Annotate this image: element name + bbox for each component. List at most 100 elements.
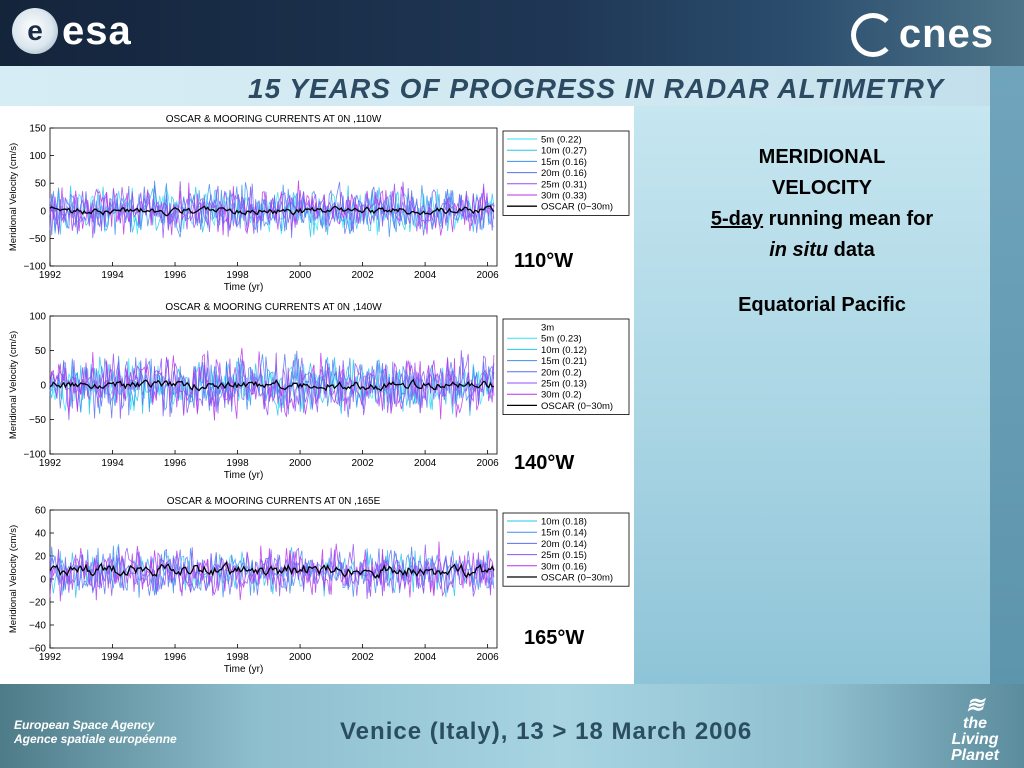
chart-3-ytick-label: 0 xyxy=(40,575,46,586)
chart-1-series-line xyxy=(49,205,495,217)
chart-3-series-line xyxy=(49,545,495,598)
chart-2-ytick-label: −100 xyxy=(23,450,46,461)
chart-1-legend-label: 15m (0.16) xyxy=(541,157,587,168)
chart-2-series-line xyxy=(49,378,494,392)
chart-3-xlabel: Time (yr) xyxy=(224,664,264,675)
chart-3-legend-label: 30m (0.16) xyxy=(541,561,587,572)
venue-text: Venice (Italy), 13 > 18 March 2006 xyxy=(340,718,753,745)
chart-1-ytick-label: −100 xyxy=(23,262,46,273)
chart-2-ylabel: Meridional Velocity (cm/s) xyxy=(8,331,19,439)
chart-3-legend-label: 25m (0.15) xyxy=(541,550,587,561)
chart-3-xtick-label: 1994 xyxy=(101,652,124,663)
chart-2-ytick-label: −50 xyxy=(29,415,46,426)
chart-2-legend-label: 5m (0.23) xyxy=(541,334,582,345)
chart-2-xtick-label: 2006 xyxy=(476,458,499,469)
chart-1-series-line xyxy=(49,180,495,236)
header-bar: e esa cnes xyxy=(0,0,1024,66)
conference-banner: 15 YEARS OF PROGRESS IN RADAR ALTIMETRY xyxy=(248,73,945,104)
living-planet-line-2: Living Planet xyxy=(950,731,999,764)
chart-2-xtick-label: 2004 xyxy=(414,458,437,469)
chart-1-ytick-label: 100 xyxy=(29,151,46,162)
cnes-mark-icon xyxy=(850,12,895,57)
chart-2-ytick-label: 50 xyxy=(35,346,47,357)
chart-3-legend-label: 20m (0.14) xyxy=(541,539,587,550)
description-line-4: in situ data xyxy=(684,235,960,266)
chart-3-xtick-label: 1992 xyxy=(39,652,62,663)
chart-1-xtick-label: 1994 xyxy=(101,270,124,281)
chart-3-xtick-label: 1996 xyxy=(164,652,187,663)
living-planet-line-1: the xyxy=(963,715,987,732)
chart-3-ytick-label: 20 xyxy=(35,552,47,563)
chart-1-title: OSCAR & MOORING CURRENTS AT 0N ,110W xyxy=(166,114,382,125)
chart-1-legend-label: 25m (0.31) xyxy=(541,179,587,190)
chart-1-legend-label: OSCAR (0−30m) xyxy=(541,202,613,213)
chart-2-xtick-label: 2002 xyxy=(351,458,374,469)
chart-1-legend-label: 30m (0.33) xyxy=(541,191,587,202)
chart-2-legend-label: OSCAR (0−30m) xyxy=(541,401,613,412)
description-data: data xyxy=(828,239,875,261)
footer-bar xyxy=(0,684,1024,768)
chart-1-xtick-label: 1996 xyxy=(164,270,187,281)
chart-3-label: 165°W xyxy=(524,627,585,649)
chart-3-ytick-label: −40 xyxy=(29,621,46,632)
chart-2-xtick-label: 1992 xyxy=(39,458,62,469)
living-planet-icon: ≋ xyxy=(965,692,985,717)
chart-2-title: OSCAR & MOORING CURRENTS AT 0N ,140W xyxy=(165,302,382,313)
chart-3-series-line xyxy=(49,560,495,579)
esa-logo: e esa xyxy=(12,8,132,54)
chart-3-ytick-label: 40 xyxy=(35,529,47,540)
chart-3-ytick-label: −60 xyxy=(29,644,46,655)
description-running-mean: running mean for xyxy=(763,208,934,230)
cnes-logo-text: cnes xyxy=(898,12,994,56)
description-line-1: MERIDIONAL xyxy=(758,146,886,168)
chart-1-xtick-label: 2006 xyxy=(476,270,499,281)
chart-1-xtick-label: 1992 xyxy=(39,270,62,281)
chart-2-xtick-label: 2000 xyxy=(289,458,312,469)
chart-3-xtick-label: 2002 xyxy=(351,652,374,663)
agency-line-2: Agence spatiale européenne xyxy=(14,732,177,746)
charts-svg: OSCAR & MOORING CURRENTS AT 0N ,110W −100… xyxy=(8,114,630,675)
esa-globe-icon: e xyxy=(12,8,58,54)
cnes-logo: cnes xyxy=(850,12,994,57)
chart-1-ytick-label: 0 xyxy=(40,206,46,217)
chart-3-legend-label: OSCAR (0−30m) xyxy=(541,573,613,584)
chart-1-label: 110°W xyxy=(514,250,574,272)
agency-line-1: European Space Agency xyxy=(14,718,155,732)
chart-2-legend-label: 20m (0.2) xyxy=(541,367,582,378)
agency-text: European Space Agency Agence spatiale eu… xyxy=(14,718,177,746)
chart-3-ylabel: Meridional Velocity (cm/s) xyxy=(8,525,19,633)
chart-2-legend xyxy=(502,318,630,415)
description-in-situ: in situ xyxy=(769,239,829,261)
description-text: MERIDIONAL VELOCITY 5-day running mean f… xyxy=(684,142,960,266)
chart-2-label: 140°W xyxy=(514,452,575,474)
chart-1-legend-label: 10m (0.27) xyxy=(541,146,587,157)
chart-3-title: OSCAR & MOORING CURRENTS AT 0N ,165E xyxy=(167,496,381,507)
chart-3-xtick-label: 2000 xyxy=(289,652,312,663)
chart-2-xlabel: Time (yr) xyxy=(224,470,264,481)
chart-1-legend-label: 5m (0.22) xyxy=(541,135,582,146)
chart-2-legend-label: 30m (0.2) xyxy=(541,390,582,401)
chart-1-ytick-label: 150 xyxy=(29,124,46,135)
chart-3-series-line xyxy=(49,543,495,600)
chart-1-ylabel: Meridional Velocity (cm/s) xyxy=(8,143,19,251)
chart-2-legend-label: 10m (0.12) xyxy=(541,345,587,356)
chart-1-legend xyxy=(502,130,630,216)
chart-1-xtick-label: 2000 xyxy=(289,270,312,281)
description-line-2: VELOCITY xyxy=(771,177,872,199)
right-background xyxy=(634,106,990,684)
chart-3-legend xyxy=(502,512,630,587)
chart-3-xtick-label: 2004 xyxy=(414,652,437,663)
chart-1-series-line xyxy=(49,187,495,236)
chart-3-xtick-label: 1998 xyxy=(226,652,249,663)
chart-2-ytick-label: 0 xyxy=(40,381,46,392)
chart-3-legend-label: 15m (0.14) xyxy=(541,528,587,539)
region-label: Equatorial Pacific xyxy=(738,294,906,316)
chart-3-xtick-label: 2006 xyxy=(476,652,499,663)
chart-1-xtick-label: 2002 xyxy=(351,270,374,281)
chart-1-xtick-label: 1998 xyxy=(226,270,249,281)
chart-3-ytick-label: 60 xyxy=(35,506,47,517)
description-5day: 5-day xyxy=(710,208,764,230)
chart-1-legend-label: 20m (0.16) xyxy=(541,168,587,179)
chart-1-xlabel: Time (yr) xyxy=(224,282,264,293)
chart-3-ytick-label: −20 xyxy=(29,598,46,609)
